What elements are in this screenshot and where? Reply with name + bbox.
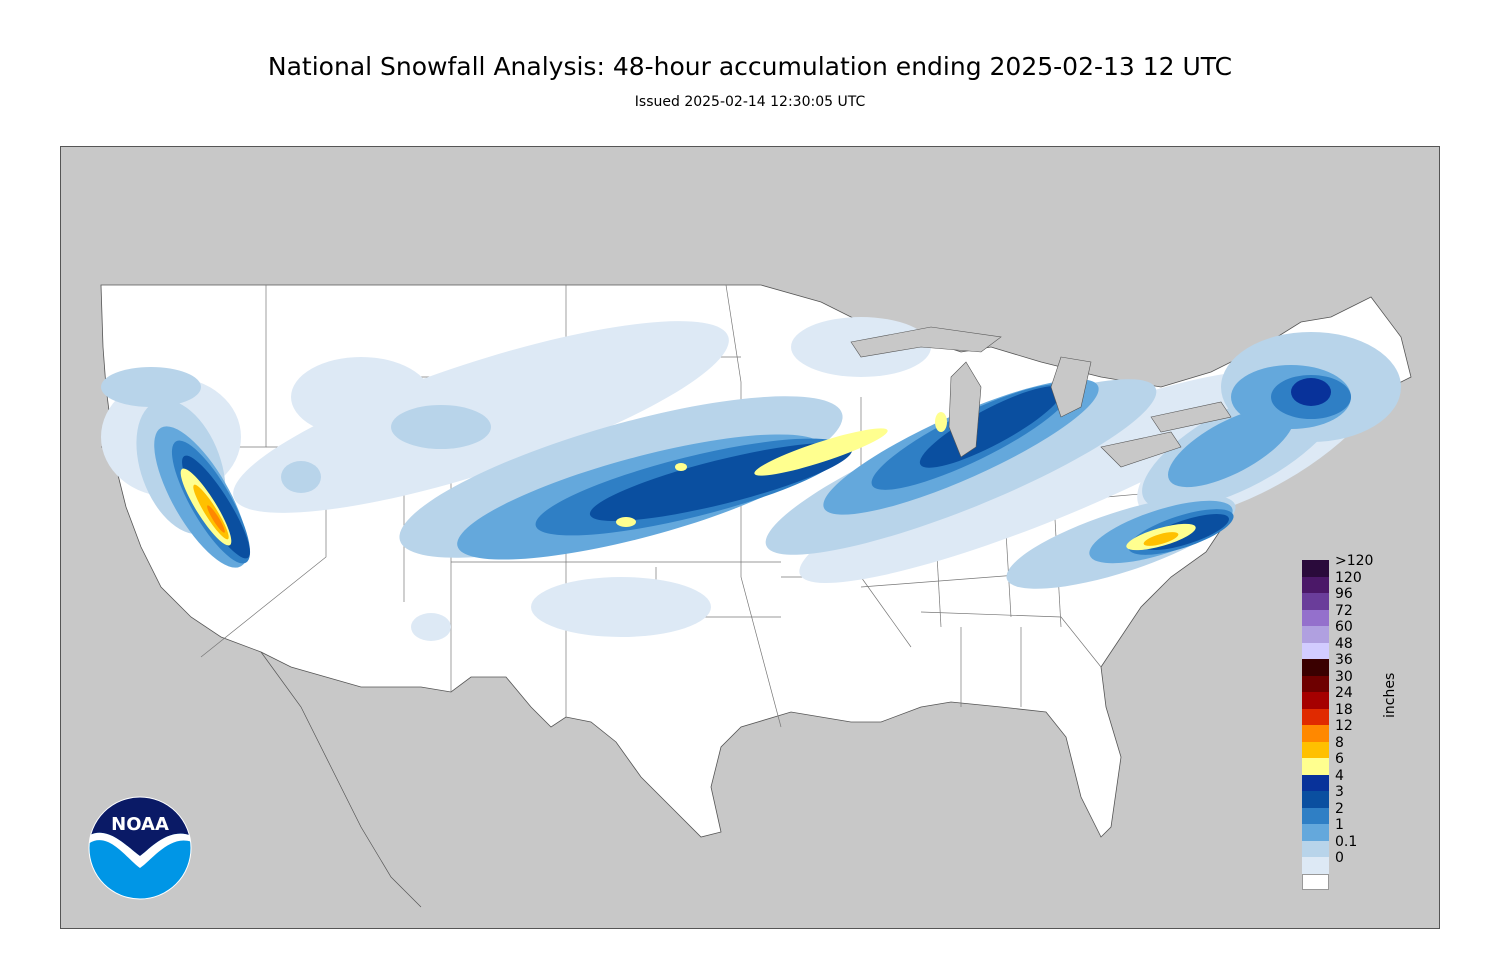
legend-label: 1: [1335, 817, 1344, 833]
legend-swatch: [1302, 642, 1329, 659]
legend-swatch: [1302, 675, 1329, 692]
legend-swatch: [1302, 692, 1329, 709]
legend-swatch: [1302, 857, 1329, 874]
legend-swatch: [1302, 576, 1329, 593]
legend-label: 6: [1335, 751, 1344, 767]
legend-swatch: [1302, 593, 1329, 610]
logo-top: [89, 797, 191, 856]
legend-label: 30: [1335, 668, 1353, 685]
legend-swatch: [1302, 708, 1329, 725]
issued-timestamp: Issued 2025-02-14 12:30:05 UTC: [634, 94, 866, 110]
legend-swatch: [1302, 560, 1329, 577]
noaa-logo: NOAA: [88, 796, 192, 900]
legend-label: 8: [1335, 734, 1344, 751]
legend-swatch: [1302, 626, 1329, 643]
legend-label: 0.1: [1335, 833, 1358, 850]
legend-label: 3: [1335, 784, 1344, 800]
logo-text: NOAA: [111, 814, 169, 835]
map-canvas: [100, 284, 1412, 908]
legend-label: 96: [1335, 586, 1353, 602]
map-title: National Snowfall Analysis: 48-hour accu…: [267, 52, 1233, 81]
legend-swatch: [1302, 807, 1329, 824]
baja-peninsula: [260, 651, 422, 908]
legend-units: inches: [1382, 672, 1398, 718]
legend-swatch: [1302, 840, 1329, 857]
legend-swatch-zero: [1302, 873, 1329, 890]
legend-swatch: [1302, 741, 1329, 758]
legend-label: 36: [1335, 652, 1353, 668]
legend-swatch: [1302, 824, 1329, 841]
legend-swatch: [1302, 725, 1329, 742]
legend-label: 24: [1335, 685, 1353, 701]
legend-swatch: [1302, 609, 1329, 626]
legend-swatch: [1302, 659, 1329, 676]
legend-label: 0: [1335, 850, 1344, 866]
legend-swatch: [1302, 791, 1329, 808]
snowfall-map: [60, 146, 1440, 929]
legend-swatch: [1302, 774, 1329, 791]
legend-label: 60: [1335, 619, 1353, 635]
legend-label: 4: [1335, 767, 1344, 784]
legend-label: 48: [1335, 635, 1353, 652]
gull-icon: [89, 832, 191, 868]
conus-land: [100, 284, 1412, 838]
legend-label: 72: [1335, 602, 1353, 619]
legend-label: >120: [1335, 553, 1374, 569]
legend-label: 12: [1335, 718, 1353, 734]
legend-label: 2: [1335, 800, 1344, 817]
legend-label: 18: [1335, 701, 1353, 718]
legend-swatch: [1302, 758, 1329, 775]
great-lakes: [850, 326, 1232, 468]
legend-label: 120: [1335, 569, 1362, 586]
